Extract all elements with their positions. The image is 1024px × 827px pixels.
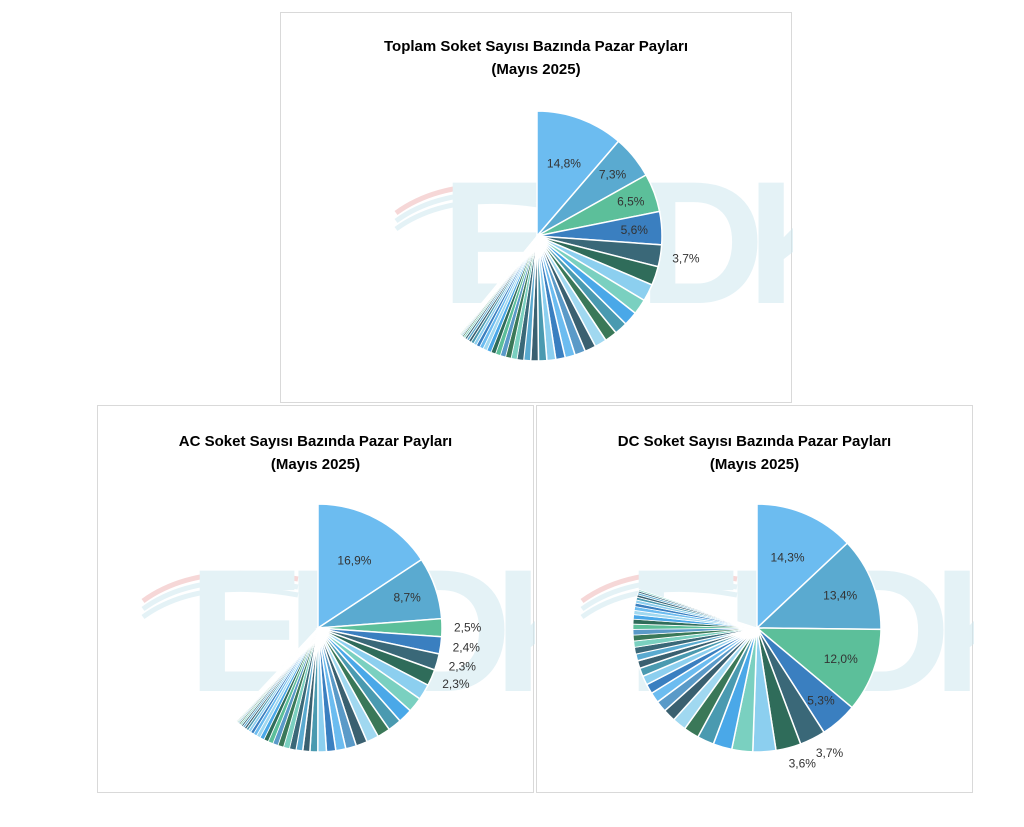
data-label: 2,3% [449, 659, 477, 673]
pie-slice [232, 627, 319, 720]
data-label: 5,6% [621, 223, 649, 237]
pie-slice [638, 589, 758, 629]
data-label: 2,3% [442, 677, 470, 691]
chart-title-line1: AC Soket Sayısı Bazında Pazar Payları [178, 433, 453, 450]
pie-slices [632, 503, 882, 753]
data-label: 14,8% [547, 156, 581, 170]
chart-title-line2: (Mayıs 2025) [709, 456, 800, 473]
data-labels: 14,8% 7,3% 6,5% 5,6% 3,7% [547, 156, 700, 265]
pie-slice [536, 110, 620, 239]
data-label: 6,5% [617, 194, 645, 208]
data-label: 16,9% [337, 553, 371, 567]
data-label: 8,7% [393, 591, 421, 605]
chart-title: AC Soket Sayısı Bazında Pazar Payları (M… [98, 430, 533, 476]
data-label: 5,3% [807, 694, 835, 708]
pie-slice [756, 503, 849, 630]
chart-panel-total: Toplam Soket Sayısı Bazında Pazar Paylar… [280, 12, 793, 403]
chart-title-line2: (Mayıs 2025) [270, 456, 361, 473]
pie-slice [317, 503, 423, 630]
pie-slice [755, 542, 882, 631]
pie-slice [754, 627, 882, 709]
data-labels: 14,3% 13,4% 12,0% 5,3% 3,7%3,6% [771, 550, 859, 770]
pie-chart-dc: EPDK14,3%13,4%12,0%5,3%3,7%3,6% [580, 503, 974, 770]
data-label: 13,4% [823, 589, 857, 603]
pie-slice [456, 235, 538, 334]
data-label: 7,3% [599, 167, 627, 181]
chart-title-line1: DC Soket Sayısı Bazında Pazar Payları [617, 433, 892, 450]
data-label: 3,6% [789, 756, 817, 770]
chart-title: Toplam Soket Sayısı Bazında Pazar Paylar… [281, 35, 791, 81]
chart-title-line1: Toplam Soket Sayısı Bazında Pazar Paylar… [383, 38, 688, 55]
chart-title: DC Soket Sayısı Bazında Pazar Payları (M… [537, 430, 972, 476]
data-label: 3,7% [672, 251, 700, 265]
data-label: 2,4% [453, 641, 481, 655]
pie-chart-ac: EPDK16,9%8,7%2,5%2,4%2,3%2,3% [141, 503, 535, 753]
data-labels: 16,9% 8,7% 2,5% 2,4% 2,3% 2,3% [337, 553, 481, 691]
data-label: 2,5% [454, 621, 482, 635]
chart-title-line2: (Mayıs 2025) [491, 61, 581, 78]
chart-panel-dc: DC Soket Sayısı Bazında Pazar Payları (M… [536, 405, 974, 793]
data-label: 12,0% [824, 652, 858, 666]
data-label: 14,3% [771, 550, 805, 564]
chart-panel-ac: AC Soket Sayısı Bazında Pazar Payları (M… [97, 405, 535, 793]
pie-slices [456, 110, 663, 362]
pie-slices [232, 503, 443, 753]
data-label: 3,7% [816, 746, 844, 760]
pie-chart-total: EPDK14,8%7,3%6,5%5,6%3,7% [394, 110, 793, 362]
